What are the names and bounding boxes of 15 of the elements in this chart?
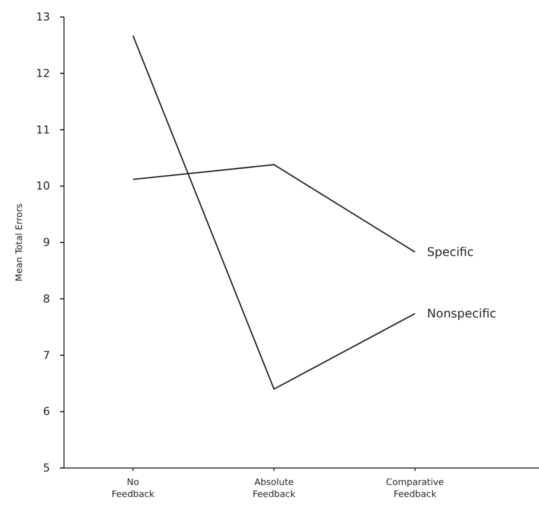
y-axis-title: Mean Total Errors	[15, 203, 25, 282]
y-tick-label: 12	[36, 66, 50, 80]
series-label: Specific	[427, 245, 474, 260]
y-tick-label: 5	[43, 462, 50, 475]
y-tick-label: 13	[36, 10, 50, 24]
x-tick-label: No Feedback	[112, 478, 156, 500]
y-tick-label: 9	[43, 236, 50, 250]
y-tick-label: 7	[43, 348, 50, 362]
x-tick-label: Comparative Feedback	[386, 478, 444, 500]
y-tick-label: 10	[36, 180, 50, 193]
y-tick-label: 6	[43, 405, 50, 418]
y-tick-label: 11	[36, 123, 50, 136]
x-tick-label: Absolute Feedback	[252, 478, 296, 500]
y-tick-label: 8	[43, 292, 50, 306]
series-label: Nonspecific	[427, 306, 496, 321]
